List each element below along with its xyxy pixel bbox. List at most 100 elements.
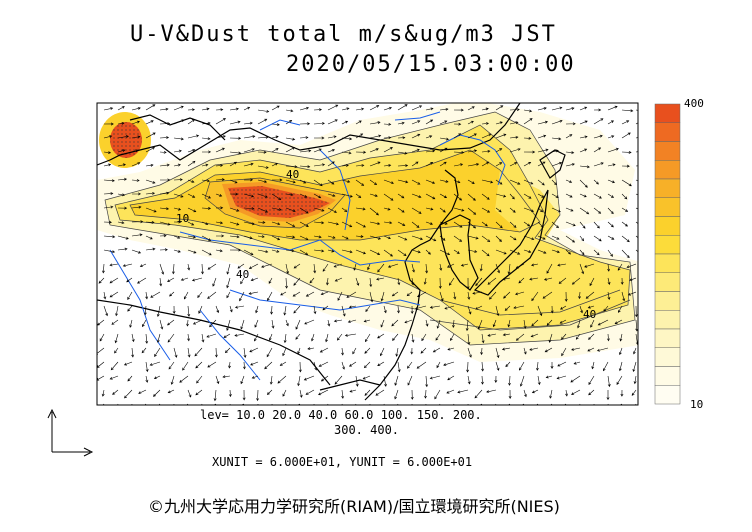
wind-arrow: [394, 375, 399, 386]
wind-arrow: [346, 291, 357, 298]
wind-arrow: [159, 263, 165, 275]
wind-arrow: [495, 235, 502, 242]
wind-arrow: [518, 277, 525, 284]
wind-arrow: [97, 319, 105, 326]
wind-arrow: [257, 135, 269, 139]
wind-arrow: [416, 361, 427, 369]
wind-arrow: [537, 134, 547, 139]
wind-arrow: [376, 277, 385, 281]
wind-arrow: [481, 133, 492, 139]
wind-arrow: [364, 333, 371, 343]
wind-arrow: [537, 161, 546, 167]
wind-arrow: [353, 263, 357, 271]
wind-arrow: [411, 161, 419, 167]
wind-arrow: [509, 162, 518, 167]
wind-arrow: [180, 277, 189, 281]
wind-arrow: [364, 389, 371, 396]
wind-arrow: [299, 235, 309, 241]
wind-arrow: [504, 305, 511, 311]
wind-arrow: [170, 375, 175, 385]
wind-arrow: [320, 291, 329, 296]
wind-arrow: [209, 319, 217, 328]
wind-arrow: [103, 205, 114, 209]
wind-arrow: [369, 291, 374, 303]
wind-arrow: [229, 120, 241, 125]
wind-arrow: [187, 389, 192, 398]
wind-arrow: [579, 106, 588, 111]
colorbar-swatch: [654, 235, 681, 255]
reference-vector: [47, 408, 94, 457]
wind-arrow: [379, 347, 385, 357]
wind-arrow: [131, 162, 141, 167]
wind-arrow: [435, 333, 441, 341]
wind-arrow: [596, 347, 609, 352]
wind-arrow: [103, 151, 112, 154]
wind-arrow: [197, 291, 203, 298]
wind-arrow: [159, 163, 170, 167]
wind-arrow: [537, 375, 541, 386]
wind-arrow: [453, 207, 465, 212]
wind-arrow: [380, 319, 385, 328]
wind-arrow: [173, 137, 184, 141]
wind-arrow: [475, 305, 483, 310]
wind-arrow: [257, 165, 269, 169]
wind-arrow: [355, 163, 365, 167]
wind-arrow: [467, 347, 472, 358]
colorbar-swatch: [654, 178, 681, 198]
wind-arrow: [369, 207, 379, 216]
wind-arrow: [159, 178, 171, 182]
wind-arrow: [635, 235, 638, 239]
wind-arrow: [266, 389, 273, 395]
wind-arrow: [436, 361, 441, 369]
wind-arrow: [621, 235, 630, 243]
wind-arrow: [299, 136, 309, 139]
wind-arrow: [271, 148, 279, 153]
wind-arrow: [179, 375, 189, 383]
wind-arrow: [607, 221, 614, 228]
wind-arrow: [271, 249, 280, 253]
wind-arrow: [453, 179, 461, 184]
wind-arrow: [234, 333, 245, 337]
wind-arrow: [240, 319, 245, 330]
wind-arrow: [187, 207, 197, 213]
wind-arrow: [280, 291, 287, 296]
wind-arrow: [467, 120, 474, 125]
wind-arrow: [519, 375, 525, 387]
wind-arrow: [537, 221, 544, 228]
wind-arrow: [397, 277, 401, 286]
wind-arrow: [226, 277, 231, 289]
wind-arrow: [334, 375, 343, 385]
wind-arrow: [257, 235, 265, 239]
wind-arrow: [215, 108, 224, 112]
wind-arrow: [635, 122, 638, 125]
wind-arrow: [271, 207, 282, 211]
wind-arrow: [480, 347, 484, 356]
wind-arrow: [327, 104, 339, 111]
wind-arrow: [268, 333, 273, 341]
wind-arrow: [355, 375, 359, 387]
wind-arrow: [515, 333, 525, 341]
wind-arrow: [629, 277, 637, 281]
wind-arrow: [229, 192, 239, 196]
wind-arrow: [341, 235, 349, 240]
wind-arrow: [173, 207, 182, 211]
wind-arrow: [270, 305, 274, 315]
wind-arrow: [341, 249, 353, 254]
wind-arrow: [229, 221, 240, 226]
wind-arrow: [495, 347, 500, 359]
wind-arrow: [254, 319, 259, 328]
wind-arrow: [362, 375, 371, 380]
wind-arrow: [239, 291, 245, 302]
wind-arrow: [420, 347, 427, 354]
wind-arrow: [509, 207, 516, 213]
wind-arrow: [182, 361, 189, 371]
wind-arrow: [215, 164, 224, 167]
wind-arrow: [531, 319, 539, 327]
wind-arrow: [153, 389, 161, 397]
wind-arrow: [453, 235, 463, 242]
wind-arrow: [495, 121, 503, 125]
wind-arrow: [183, 291, 189, 300]
wind-arrow: [187, 221, 195, 226]
map-datetime: 2020/05/15.03:00:00: [286, 52, 576, 77]
